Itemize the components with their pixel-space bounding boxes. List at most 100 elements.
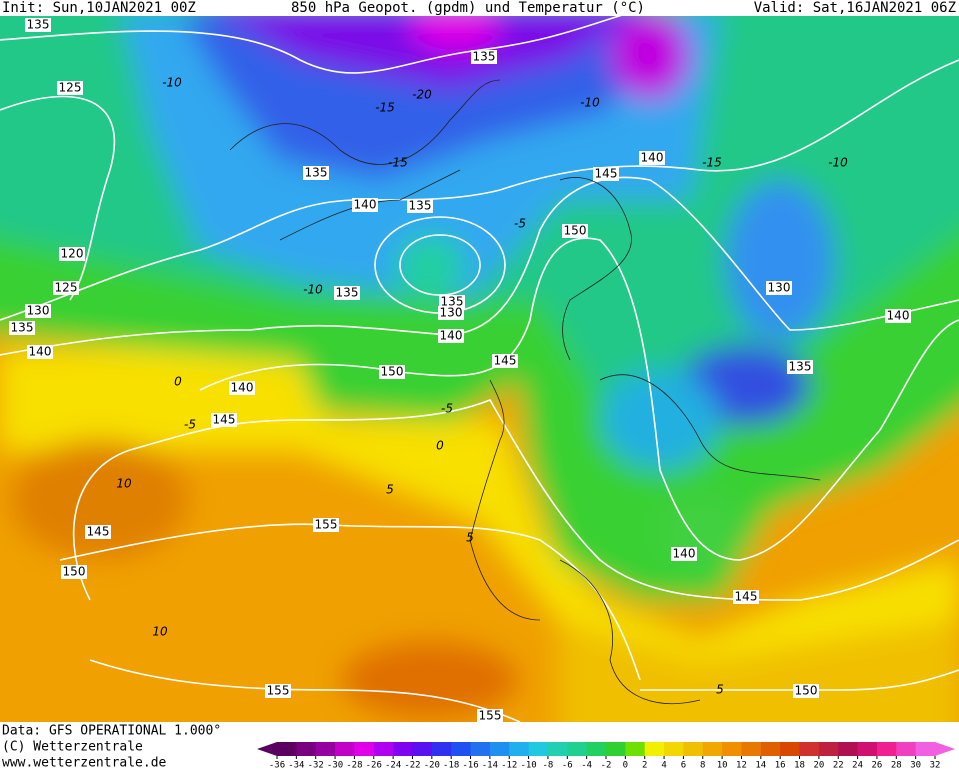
copyright: (C) Wetterzentrale	[2, 740, 143, 755]
colorbar-cell	[683, 742, 704, 756]
geopotential-label: 125	[59, 81, 82, 95]
map-title: 850 hPa Geopot. (gpdm) und Temperatur (°…	[291, 0, 645, 16]
colorbar-tick-label: -34	[288, 761, 304, 770]
temperature-label: 0	[174, 375, 182, 389]
colorbar-cell	[412, 742, 433, 756]
geopotential-label: 135	[441, 295, 464, 309]
temperature-label: -15	[702, 156, 722, 170]
colorbar-cell	[799, 742, 820, 756]
label-box	[477, 709, 503, 722]
geopotential-label: 150	[795, 684, 818, 698]
label-box	[471, 50, 497, 64]
temperature-labels: -10 -20 -15 -10 -15 -15 -10 -5 -10 0 -5 -5 0 10 5 5 10 5	[116, 76, 848, 697]
geopotential-label: 140	[231, 381, 254, 395]
colorbar-high-arrow	[935, 742, 955, 756]
label-box	[885, 309, 911, 323]
colorbar-tick-label: -2	[601, 761, 612, 770]
label-box	[352, 198, 378, 212]
geopotential-label: 135	[473, 50, 496, 64]
temperature-label: -5	[514, 217, 526, 231]
label-box	[593, 167, 619, 181]
colorbar-tick-label: 8	[700, 761, 705, 770]
data-source: Data: GFS OPERATIONAL 1.000°	[2, 724, 221, 739]
colorbar-tick-label: -18	[443, 761, 459, 770]
colorbar-tick-label: -30	[327, 761, 343, 770]
colorbar-tick-label: -8	[543, 761, 554, 770]
geopotential-label: 145	[494, 354, 517, 368]
colorbar-cell	[586, 742, 607, 756]
temperature-label: -15	[375, 101, 395, 115]
colorbar-cell	[780, 742, 801, 756]
colorbar-tick-label: 32	[930, 761, 941, 770]
temperature-label: -10	[303, 283, 323, 297]
label-box	[25, 304, 51, 318]
label-box	[766, 281, 792, 295]
label-box	[59, 247, 85, 261]
label-box	[793, 684, 819, 698]
colorbar-tick-label: 30	[910, 761, 921, 770]
geopotential-label: 140	[641, 151, 664, 165]
geopotential-label: 120	[61, 247, 84, 261]
colorbar-cell	[489, 742, 510, 756]
temperature-label: 0	[436, 439, 444, 453]
colorbar-cell	[335, 742, 355, 756]
colorbar-cell	[509, 742, 530, 756]
colorbar: -36 -34 -32 -30 -28 -26 -24 -22 -20 -18 -16 -14 -12-…	[257, 742, 955, 770]
coastlines	[229, 79, 821, 704]
label-box	[265, 684, 291, 698]
colorbar-tick-label: 0	[623, 761, 628, 770]
temperature-label: 10	[116, 477, 132, 491]
label-box	[334, 286, 360, 300]
label-box	[787, 360, 813, 374]
label-box	[85, 525, 111, 539]
colorbar-tick-label: 28	[891, 761, 902, 770]
colorbar-tick-label: 2	[642, 761, 647, 770]
geopotential-label: 140	[887, 309, 910, 323]
geopotential-label: 150	[63, 565, 86, 579]
temperature-label: -10	[580, 96, 600, 110]
geopotential-label: 140	[354, 198, 377, 212]
colorbar-tick-label: 24	[852, 761, 863, 770]
geopotential-label: 135	[409, 199, 432, 213]
colorbar-cell	[664, 742, 684, 756]
colorbar-tick-label: 22	[833, 761, 844, 770]
temperature-label: 5	[466, 531, 474, 545]
label-box	[61, 565, 87, 579]
colorbar-cell	[741, 742, 762, 756]
geopotential-label: 155	[315, 518, 338, 532]
geopotential-label: 135	[789, 360, 812, 374]
label-box	[53, 281, 79, 295]
colorbar-cell	[760, 742, 781, 756]
geopotential-label: 155	[479, 709, 502, 723]
colorbar-cell	[315, 742, 336, 756]
geopotential-label: 135	[305, 166, 328, 180]
label-box	[562, 224, 588, 238]
geopotential-label: 155	[267, 684, 290, 698]
geopotential-label: 140	[29, 345, 52, 359]
geopotential-label: 140	[440, 329, 463, 343]
colorbar-cell	[915, 742, 936, 756]
colorbar-tick-label: 16	[775, 761, 786, 770]
geopotential-label: 140	[673, 547, 696, 561]
colorbar-cell	[644, 742, 665, 756]
label-box	[492, 354, 518, 368]
colorbar-cell	[625, 742, 646, 756]
label-box	[303, 166, 329, 180]
colorbar-cell	[896, 742, 917, 756]
label-box	[639, 151, 665, 165]
colorbar-tick-label: -12	[501, 761, 517, 770]
colorbar-low-arrow	[257, 742, 277, 756]
temperature-label: 5	[716, 683, 724, 697]
label-box	[671, 547, 697, 561]
label-box	[25, 18, 51, 32]
colorbar-tick-label: -26	[366, 761, 382, 770]
colorbar-cell	[547, 742, 568, 756]
colorbar-cell	[354, 742, 375, 756]
colorbar-cell	[296, 742, 317, 756]
geopotential-label: 145	[213, 413, 236, 427]
colorbar-cell	[702, 742, 723, 756]
valid-time: Valid: Sat,16JAN2021 06Z	[754, 0, 956, 16]
